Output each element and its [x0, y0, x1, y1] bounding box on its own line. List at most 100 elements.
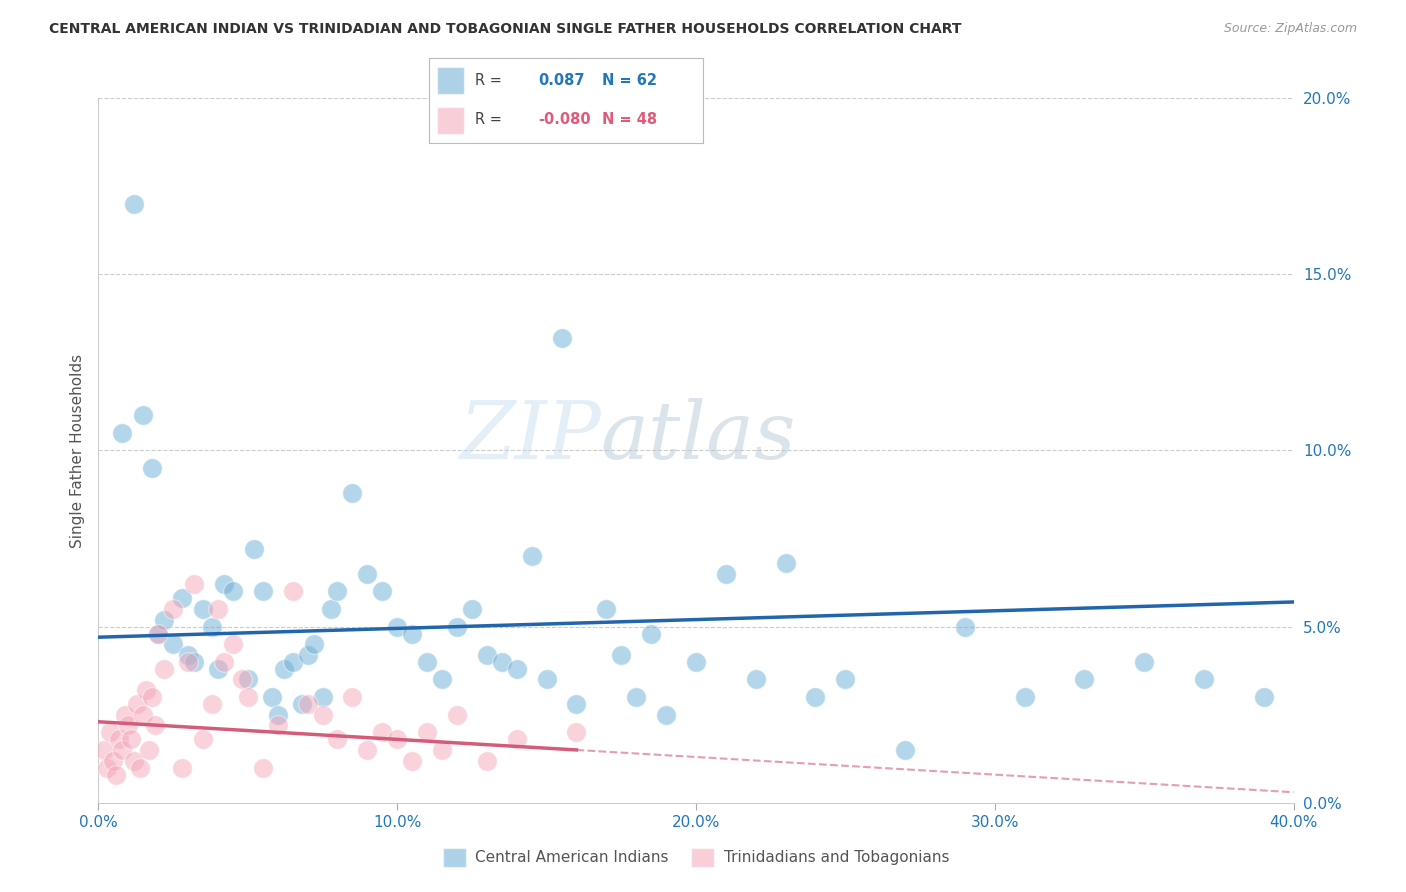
Point [385, 732, 409, 747]
Point [138, 743, 160, 757]
Point [626, 690, 648, 705]
Point [804, 690, 827, 705]
Point [117, 718, 139, 732]
Point [127, 697, 149, 711]
Point [536, 673, 558, 687]
Text: atlas: atlas [600, 398, 796, 475]
Text: N = 62: N = 62 [602, 73, 657, 88]
Text: R =: R = [475, 112, 502, 128]
Point [321, 602, 343, 616]
Point [141, 690, 163, 705]
Point [111, 743, 134, 757]
Point [385, 619, 409, 633]
Point [135, 683, 157, 698]
Point [416, 725, 439, 739]
Point [953, 619, 976, 633]
Point [243, 542, 266, 557]
Point [273, 662, 295, 676]
Text: N = 48: N = 48 [602, 112, 657, 128]
Point [236, 673, 259, 687]
Point [124, 196, 146, 211]
Point [655, 707, 678, 722]
FancyBboxPatch shape [437, 107, 464, 134]
Point [291, 697, 314, 711]
Point [141, 461, 163, 475]
Point [143, 718, 166, 732]
Point [183, 655, 205, 669]
Point [401, 626, 423, 640]
Point [356, 566, 378, 581]
Point [371, 584, 394, 599]
Point [297, 648, 319, 662]
Point [183, 577, 205, 591]
Point [260, 690, 283, 705]
Point [475, 648, 498, 662]
Point [177, 648, 200, 662]
Point [148, 626, 170, 640]
Point [520, 549, 543, 564]
Point [267, 707, 290, 722]
Point [93, 743, 115, 757]
Point [1192, 673, 1215, 687]
Point [565, 725, 588, 739]
Point [342, 690, 364, 705]
Point [236, 690, 259, 705]
Point [212, 577, 235, 591]
Point [222, 637, 245, 651]
Point [401, 754, 423, 768]
Point [356, 743, 378, 757]
Point [297, 697, 319, 711]
Point [267, 718, 290, 732]
Point [475, 754, 498, 768]
Point [114, 707, 136, 722]
Point [1253, 690, 1275, 705]
Point [191, 732, 214, 747]
Point [565, 697, 588, 711]
Point [416, 655, 439, 669]
Text: CENTRAL AMERICAN INDIAN VS TRINIDADIAN AND TOBAGONIAN SINGLE FATHER HOUSEHOLDS C: CENTRAL AMERICAN INDIAN VS TRINIDADIAN A… [49, 22, 962, 37]
Point [96, 760, 118, 774]
Point [745, 673, 768, 687]
Text: Source: ZipAtlas.com: Source: ZipAtlas.com [1223, 22, 1357, 36]
Point [834, 673, 856, 687]
Point [326, 732, 349, 747]
Point [595, 602, 617, 616]
Point [342, 485, 364, 500]
Point [610, 648, 633, 662]
Text: ZIP: ZIP [458, 398, 600, 475]
Point [302, 637, 325, 651]
Text: R =: R = [475, 73, 502, 88]
Point [281, 655, 304, 669]
Point [506, 662, 529, 676]
Point [177, 655, 200, 669]
Point [281, 584, 304, 599]
Point [103, 754, 125, 768]
Point [148, 626, 170, 640]
Point [207, 662, 229, 676]
Point [108, 732, 131, 747]
Text: -0.080: -0.080 [538, 112, 591, 128]
Point [446, 707, 468, 722]
Point [98, 725, 122, 739]
Point [1073, 673, 1095, 687]
Point [1014, 690, 1036, 705]
Point [212, 655, 235, 669]
Point [775, 556, 797, 570]
Point [222, 584, 245, 599]
Point [132, 408, 155, 422]
Point [311, 707, 333, 722]
Point [153, 613, 176, 627]
Point [172, 760, 194, 774]
Point [201, 619, 224, 633]
Point [430, 673, 453, 687]
Point [640, 626, 662, 640]
Legend: Central American Indians, Trinidadians and Tobagonians: Central American Indians, Trinidadians a… [437, 842, 955, 872]
Point [491, 655, 513, 669]
Point [172, 591, 194, 606]
Point [714, 566, 737, 581]
Point [129, 760, 152, 774]
Point [326, 584, 349, 599]
Point [153, 662, 176, 676]
Point [162, 602, 184, 616]
Point [111, 425, 134, 440]
